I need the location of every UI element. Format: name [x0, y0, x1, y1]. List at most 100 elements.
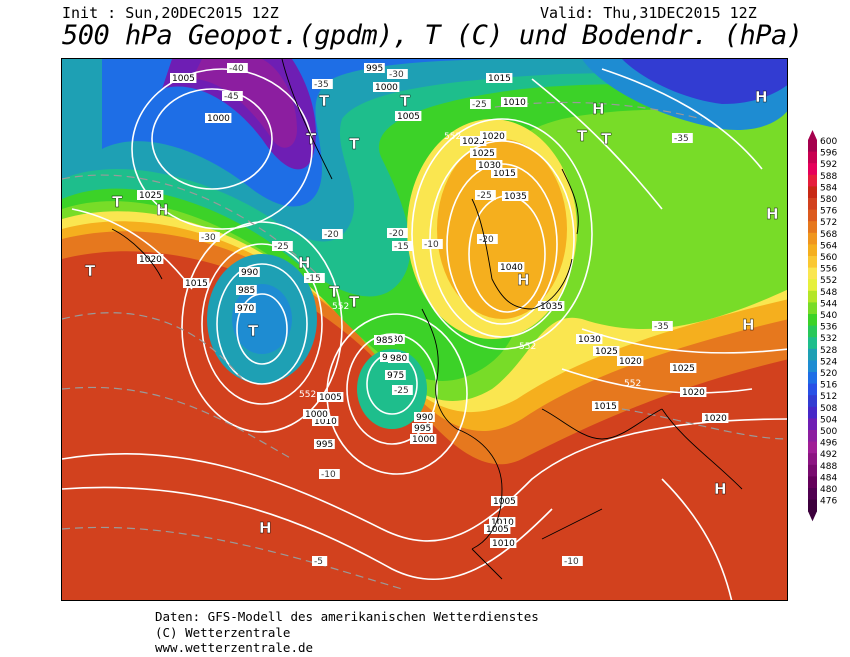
legend-swatch: [808, 348, 817, 361]
isobar-label: 1025: [672, 364, 695, 374]
legend-swatch: [808, 256, 817, 269]
legend-bottom-arrow: [808, 511, 817, 522]
legend-label: 572: [820, 218, 837, 228]
legend-label: 600: [820, 137, 837, 147]
temperature-label: -5: [314, 557, 323, 567]
isobar-label: 1025: [595, 347, 618, 357]
temperature-label-box: [652, 321, 673, 331]
temperature-label: -35: [314, 80, 329, 90]
isobar-label: 1015: [493, 169, 516, 179]
low-pressure-center: T: [319, 92, 330, 110]
legend-label: 500: [820, 427, 837, 437]
low-pressure-center: T: [306, 130, 317, 148]
low-pressure-center: T: [349, 135, 360, 153]
isobar-label: 995: [414, 424, 431, 434]
legend-label: 536: [820, 323, 837, 333]
legend-swatch: [808, 418, 817, 431]
isobar-label: 1005: [172, 74, 195, 84]
temperature-label: -35: [674, 134, 689, 144]
temperature-label: -10: [424, 240, 439, 250]
low-pressure-center: T: [112, 193, 123, 211]
temperature-label-box: [562, 556, 583, 566]
temperature-label: -15: [394, 242, 409, 252]
temperature-label-box: [387, 228, 408, 238]
legend-label: 564: [820, 241, 837, 251]
isobar-label: 975: [387, 371, 404, 381]
legend-label: 480: [820, 485, 837, 495]
temperature-label: -25: [477, 191, 492, 201]
legend-swatch: [808, 151, 817, 164]
isobar-label-box: [593, 346, 620, 356]
legend-swatch: [808, 314, 817, 327]
temperature-label: -20: [324, 230, 339, 240]
legend-swatch: [808, 140, 817, 153]
temperature-label-box: [199, 232, 220, 242]
scand-high-core: [437, 139, 567, 319]
isobar-label: 1005: [397, 112, 420, 122]
isobar-label-box: [489, 517, 516, 527]
isobar-label: 1015: [488, 74, 511, 84]
low-pressure-center: T: [601, 130, 612, 148]
credit-website: www.wetterzentrale.de: [155, 640, 314, 655]
isobar-label: 1035: [504, 192, 527, 202]
weather-map: 552 552 552 552 552 1005 1000 995 1015 1010 1…: [61, 58, 788, 601]
temperature-label-box: [422, 239, 443, 249]
isobar-label-box: [374, 335, 395, 345]
high-pressure-center: H: [156, 201, 169, 219]
isobar-label: 990: [241, 268, 258, 278]
height-label: 552: [299, 390, 316, 400]
legend-label: 508: [820, 404, 837, 414]
high-pressure-center: H: [298, 254, 311, 272]
isobar-label: 1010: [314, 417, 337, 427]
temperature-lines: [62, 101, 787, 590]
legend-label: 596: [820, 149, 837, 159]
isobar-label: 1000: [207, 114, 230, 124]
isobar-label-box: [670, 363, 697, 373]
legend-label: 532: [820, 334, 837, 344]
temperature-label-box: [272, 241, 293, 251]
isobar-label-box: [498, 262, 525, 272]
isobar-label-box: [364, 63, 385, 73]
low-pressure-center: T: [248, 322, 259, 340]
legend-label: 496: [820, 439, 837, 449]
legend-swatch: [808, 209, 817, 222]
temperature-label: -10: [321, 470, 336, 480]
legend-label: 568: [820, 230, 837, 240]
legend-swatch: [808, 395, 817, 408]
isobar-label: 1035: [540, 302, 563, 312]
legend-label: 520: [820, 369, 837, 379]
high-pressure-center: H: [755, 88, 768, 106]
isobar-label-box: [486, 73, 513, 83]
isobar-label: 990: [416, 413, 433, 423]
isobar-label-box: [484, 524, 511, 534]
legend-swatch: [808, 406, 817, 419]
legend-swatch: [808, 488, 817, 501]
legend-swatch: [808, 232, 817, 245]
height-labels: 552 552 552 552 552: [299, 132, 641, 400]
legend-swatch: [808, 198, 817, 211]
isobar-label-box: [412, 423, 433, 433]
credits: Daten: GFS-Modell des amerikanischen Wet…: [155, 609, 539, 656]
isobar-label: 1005: [319, 393, 342, 403]
low-pressure-center: T: [329, 283, 340, 301]
isobar-label-box: [239, 267, 260, 277]
isobar-label: 985: [376, 336, 393, 346]
legend-label: 556: [820, 265, 837, 275]
high-pressure-center: H: [592, 100, 605, 118]
isobar-label: 1010: [492, 539, 515, 549]
height-label: 552: [332, 302, 349, 312]
isobar-label: 995: [366, 64, 383, 74]
isobar-label: 1020: [619, 357, 642, 367]
low-pressure-center: T: [400, 92, 411, 110]
isobar-label: 1000: [375, 83, 398, 93]
isobar-label: 1025: [472, 149, 495, 159]
low-pressure-center: T: [349, 293, 360, 311]
isobar-label-box: [680, 387, 707, 397]
legend-swatch: [808, 499, 817, 512]
temperature-label: -30: [201, 233, 216, 243]
legend-swatch: [808, 476, 817, 489]
isobar-label-box: [480, 131, 507, 141]
legend-swatch: [808, 372, 817, 385]
isobar-label: 995: [316, 440, 333, 450]
